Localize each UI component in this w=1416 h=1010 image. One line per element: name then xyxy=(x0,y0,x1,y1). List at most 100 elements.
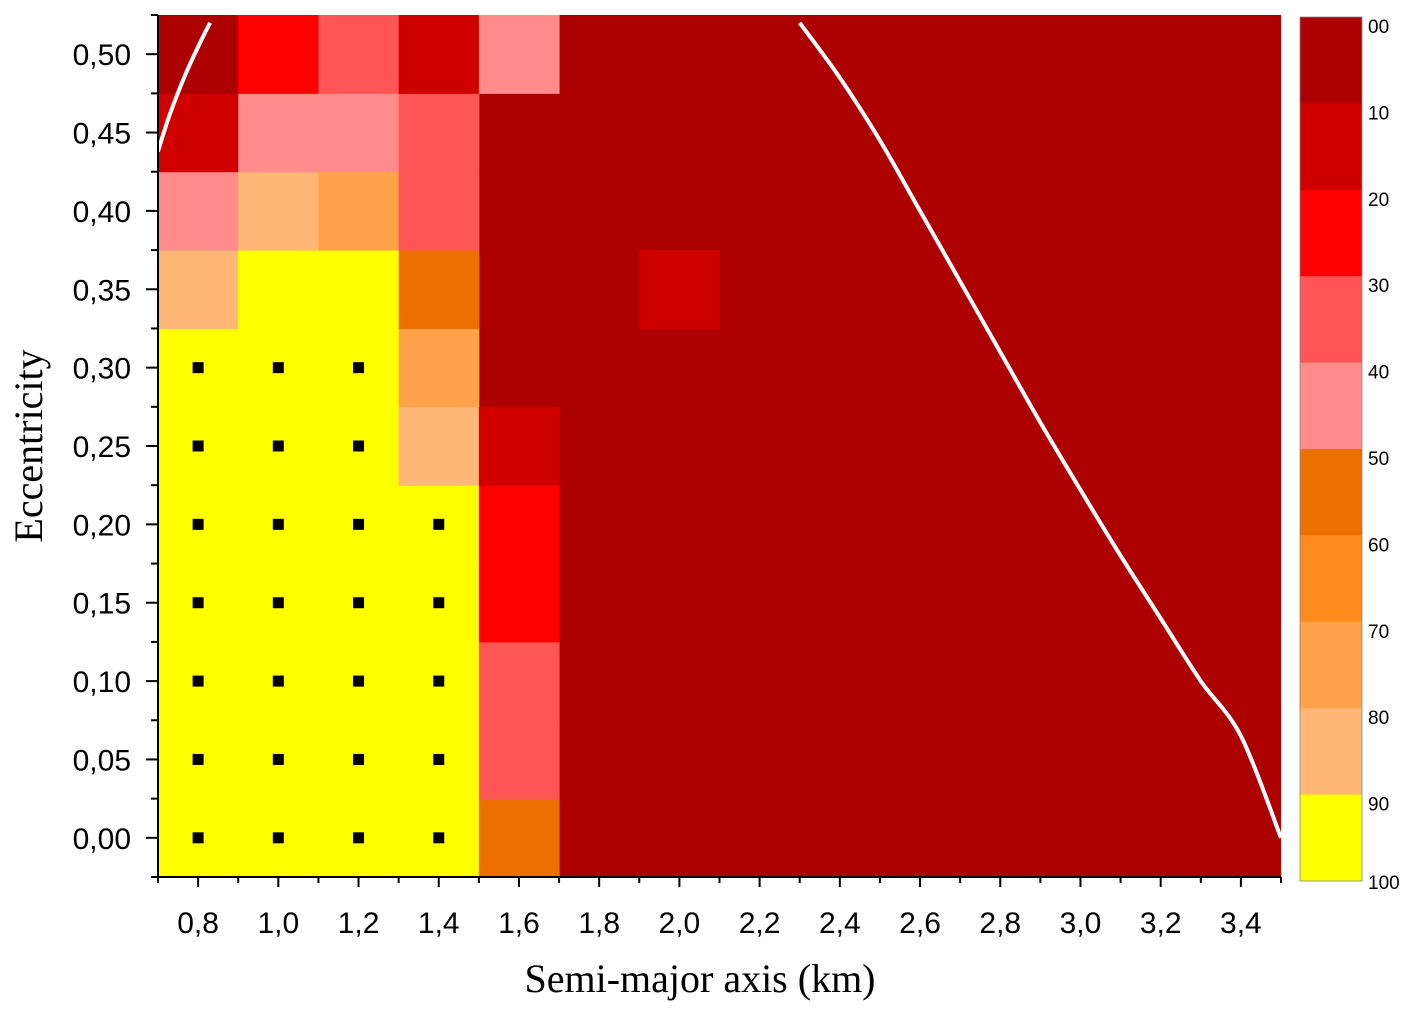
heatmap-cell xyxy=(478,641,560,721)
x-tick-label: 2,8 xyxy=(979,907,1021,940)
heatmap-cell xyxy=(478,563,560,643)
heatmap-cell xyxy=(478,798,560,878)
y-axis-label: Eccentricity xyxy=(6,349,51,542)
x-axis-label: Semi-major axis (km) xyxy=(524,956,875,1001)
x-tick-label: 3,0 xyxy=(1060,907,1102,940)
y-tick-label: 0,00 xyxy=(73,823,131,856)
colorbar-swatch xyxy=(1300,276,1362,364)
marker-point xyxy=(433,832,445,844)
x-tick-label: 1,8 xyxy=(578,907,620,940)
marker-point xyxy=(272,753,284,765)
x-tick-label: 1,0 xyxy=(257,907,299,940)
heatmap-cell xyxy=(238,15,319,94)
marker-point xyxy=(353,362,365,374)
marker-point xyxy=(192,675,204,687)
colorbar-label: 00 xyxy=(1368,17,1389,38)
heatmap-cell xyxy=(238,93,319,173)
y-tick-label: 0,40 xyxy=(73,196,131,229)
heatmap-cell xyxy=(158,15,239,94)
heatmap-cell xyxy=(318,171,400,251)
y-tick-label: 0,50 xyxy=(73,39,131,72)
marker-point xyxy=(353,518,365,530)
heatmap-cell xyxy=(478,720,560,800)
x-tick-label: 2,0 xyxy=(659,907,701,940)
colorbar-swatch xyxy=(1300,103,1362,191)
y-tick-label: 0,15 xyxy=(73,588,131,621)
colorbar-swatch xyxy=(1300,708,1362,796)
heatmap-cell xyxy=(478,485,560,565)
heatmap-cell xyxy=(318,93,400,173)
x-tick-label: 3,2 xyxy=(1140,907,1182,940)
colorbar-label: 50 xyxy=(1368,449,1389,470)
marker-point xyxy=(272,675,284,687)
y-tick-label: 0,45 xyxy=(73,118,131,151)
y-tick-label: 0,30 xyxy=(73,353,131,386)
marker-point xyxy=(192,518,204,530)
colorbar-label: 80 xyxy=(1368,708,1389,729)
marker-point xyxy=(192,753,204,765)
stable-markers xyxy=(192,362,445,844)
boundary-curve xyxy=(158,21,212,152)
y-tick-label: 0,20 xyxy=(73,509,131,542)
heatmap-cell xyxy=(639,250,720,329)
colorbar-label: 30 xyxy=(1368,276,1389,297)
marker-point xyxy=(272,440,284,452)
marker-point xyxy=(353,440,365,452)
heatmap-cell xyxy=(398,406,480,486)
heatmap-cell xyxy=(238,171,319,251)
x-tick-label: 1,2 xyxy=(338,907,380,940)
marker-point xyxy=(433,518,445,530)
marker-point xyxy=(353,597,365,609)
heatmap-cell xyxy=(318,250,400,329)
marker-point xyxy=(272,362,284,374)
colorbar-swatch xyxy=(1300,362,1362,450)
colorbar-swatch xyxy=(1300,449,1362,536)
x-tick-label: 3,4 xyxy=(1220,907,1262,940)
x-tick-label: 1,4 xyxy=(418,907,460,940)
colorbar-label: 40 xyxy=(1368,363,1389,384)
y-tick-label: 0,10 xyxy=(73,666,131,699)
heatmap-cell xyxy=(158,171,239,251)
x-tick-label: 0,8 xyxy=(177,907,219,940)
x-tick-label: 2,4 xyxy=(819,907,861,940)
marker-point xyxy=(192,832,204,844)
marker-point xyxy=(433,753,445,765)
marker-point xyxy=(192,440,204,452)
heatmap-cell xyxy=(238,250,319,329)
colorbar-legend: 00 10 20 30 40 50 60 70 80 90 100 xyxy=(1299,16,1400,894)
x-tick-label: 1,6 xyxy=(498,907,540,940)
colorbar-label: 90 xyxy=(1368,795,1389,816)
colorbar-swatch xyxy=(1300,621,1362,709)
colorbar-swatch xyxy=(1300,17,1362,104)
colorbar-frame xyxy=(1299,16,1363,882)
y-tick-label: 0,05 xyxy=(73,744,131,777)
heatmap-cell xyxy=(398,93,480,173)
boundary-curves xyxy=(158,21,1281,839)
marker-point xyxy=(272,518,284,530)
marker-point xyxy=(272,832,284,844)
colorbar-label: 70 xyxy=(1368,622,1389,643)
heatmap-cell xyxy=(318,15,400,94)
x-tick-label: 2,6 xyxy=(899,907,941,940)
marker-point xyxy=(353,675,365,687)
y-tick-label: 0,35 xyxy=(73,274,131,307)
heatmap-cell xyxy=(158,93,239,173)
colorbar-label: 60 xyxy=(1368,535,1389,556)
heatmap-cell xyxy=(398,250,480,329)
colorbar-swatch xyxy=(1300,189,1362,277)
heatmap-cell xyxy=(478,406,560,486)
colorbar-label: 100 xyxy=(1368,873,1400,894)
marker-point xyxy=(353,832,365,844)
colorbar-label: 10 xyxy=(1368,103,1389,124)
x-tick-label: 2,2 xyxy=(739,907,781,940)
heatmap-cell xyxy=(398,15,480,94)
marker-point xyxy=(433,597,445,609)
heatmap-cell xyxy=(398,171,480,251)
y-tick-label: 0,25 xyxy=(73,431,131,464)
colorbar-label: 20 xyxy=(1368,190,1389,211)
marker-point xyxy=(272,597,284,609)
marker-point xyxy=(192,362,204,374)
marker-point xyxy=(353,753,365,765)
axes: 0,8 1,0 1,2 1,4 1,6 1,8 2,0 2,2 2,4 2,6 2,8 3,0 3,2 3… xyxy=(73,14,1282,940)
